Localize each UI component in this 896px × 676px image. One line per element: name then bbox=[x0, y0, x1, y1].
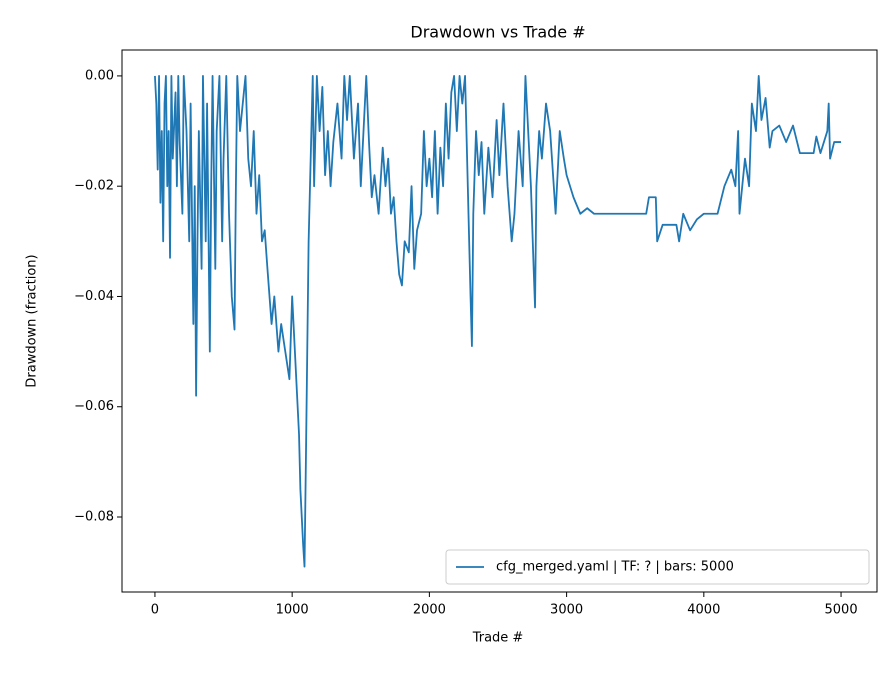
axes-frame bbox=[121, 49, 878, 593]
y-tick-label: −0.02 bbox=[74, 179, 114, 194]
y-tick-label: −0.04 bbox=[74, 289, 114, 304]
legend-box bbox=[445, 549, 870, 585]
legend-label: cfg_merged.yaml | TF: ? | bars: 5000 bbox=[496, 560, 734, 575]
x-axis-label: Trade # bbox=[472, 631, 524, 646]
x-tick-label: 2000 bbox=[413, 603, 446, 618]
y-axis-label: Drawdown (fraction) bbox=[25, 254, 40, 387]
x-tick-label: 3000 bbox=[550, 603, 583, 618]
x-tick-label: 4000 bbox=[687, 603, 720, 618]
y-tick-label: 0.00 bbox=[85, 68, 114, 83]
x-tick-label: 5000 bbox=[825, 603, 858, 618]
y-tick-label: −0.06 bbox=[74, 399, 114, 414]
line bbox=[154, 75, 842, 568]
x-tick-label: 1000 bbox=[276, 603, 309, 618]
y-tick-label: −0.08 bbox=[74, 510, 114, 525]
chart-title: Drawdown vs Trade # bbox=[410, 23, 585, 42]
x-tick-label: 0 bbox=[151, 603, 159, 618]
